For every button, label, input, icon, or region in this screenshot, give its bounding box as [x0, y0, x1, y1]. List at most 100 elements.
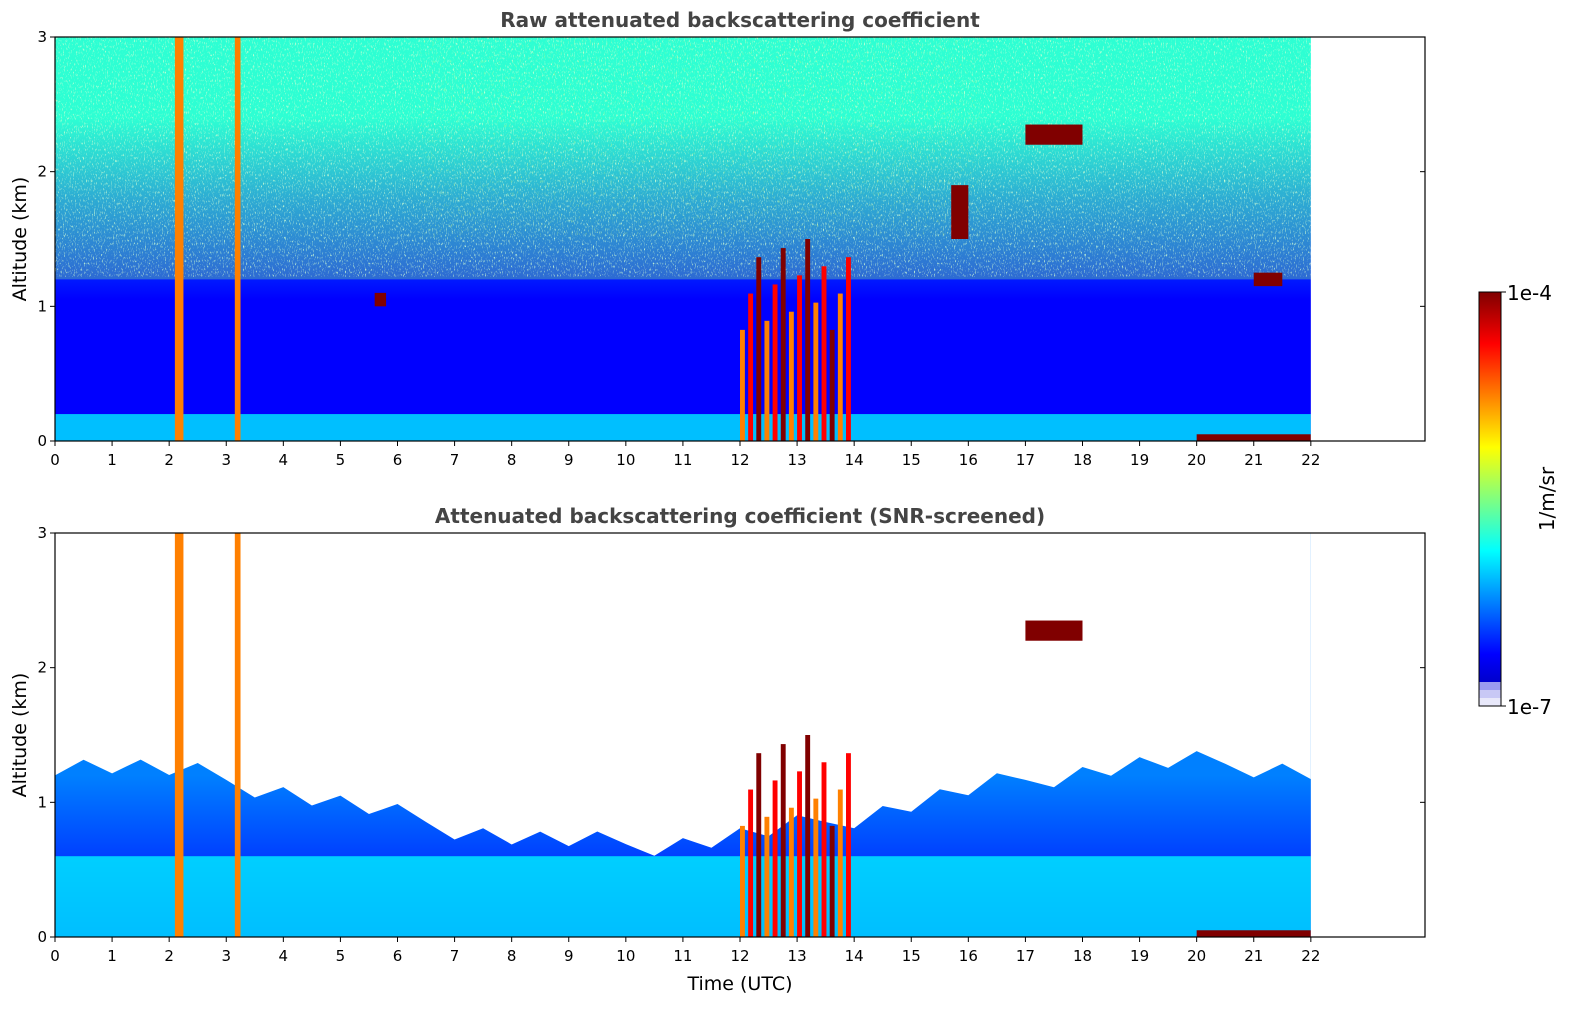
panel-screened-x-tick-label: 1: [107, 947, 117, 965]
panel-raw-convective-column: [764, 320, 770, 441]
panel-screened-convective-column: [764, 816, 770, 937]
panel-screened-convective-column: [821, 762, 827, 937]
panel-screened-y-tick-label: 3: [37, 524, 47, 542]
panel-screened-y-tick-label: 2: [37, 659, 47, 677]
panel-screened-x-tick-label: 2: [164, 947, 174, 965]
panel-raw-convective-column: [821, 266, 827, 441]
panel-raw-x-tick-label: 3: [221, 451, 231, 469]
panel-screened-aerosol-layer: [55, 856, 1311, 937]
panel-raw-x-tick-label: 4: [279, 451, 289, 469]
panel-screened-x-tick-label: 19: [1130, 947, 1149, 965]
panel-raw-convective-column: [829, 329, 835, 441]
colorbar-scale: [1479, 292, 1501, 706]
panel-screened: Attenuated backscattering coefficient (S…: [9, 504, 1426, 995]
panel-raw-x-tick-label: 12: [730, 451, 749, 469]
panel-raw-y-tick-label: 2: [37, 163, 47, 181]
panel-screened-convective-column: [797, 771, 802, 937]
panel-raw-convective-column: [837, 293, 843, 441]
panel-raw-no-data-region: [1310, 37, 1425, 441]
panel-raw-x-tick-label: 11: [673, 451, 692, 469]
colorbar-under-range: [1479, 682, 1501, 706]
panel-screened-x-tick-label: 13: [788, 947, 807, 965]
panel-raw-convective-column: [740, 329, 745, 441]
colorbar-frame: [1478, 291, 1502, 707]
panel-screened-x-tick-label: 20: [1187, 947, 1206, 965]
panel-screened-convective-column: [813, 798, 819, 937]
panel-screened-rain-column: [174, 533, 184, 937]
panel-raw-x-ticks: 0 1 2 3 4 5 6 7 8 9 10 11 12 13 14 15 16 17 18 19 20 21 22: [50, 441, 1320, 469]
panel-raw-x-tick-label: 20: [1187, 451, 1206, 469]
panel-screened-y-label: Altitude (km): [9, 673, 31, 798]
panel-raw-y-tick-label: 1: [37, 297, 47, 315]
panel-raw-x-tick-label: 8: [507, 451, 517, 469]
panel-screened-convective-column: [756, 753, 762, 937]
panel-raw-x-tick-label: 7: [450, 451, 460, 469]
panel-screened-x-tick-label: 21: [1244, 947, 1263, 965]
panel-screened-mask: [55, 533, 1311, 856]
panel-screened-x-tick-label: 15: [902, 947, 921, 965]
colorbar: 1e-4 1e-7 1/m/sr: [1478, 281, 1559, 719]
panel-screened-convective-column: [748, 789, 754, 937]
panel-raw-aerosol-layer: [55, 414, 1311, 441]
colorbar-unit-label: 1/m/sr: [1535, 466, 1559, 531]
panel-screened-x-tick-label: 18: [1073, 947, 1092, 965]
panel-raw-convective-column: [748, 293, 754, 441]
panel-raw-convective-column: [756, 257, 762, 441]
panel-raw-title: Raw attenuated backscattering coefficien…: [500, 8, 980, 32]
panel-screened-x-tick-label: 22: [1301, 947, 1320, 965]
panel-raw-rain-column: [234, 37, 241, 441]
panel-screened-y-tick-label: 0: [37, 928, 47, 946]
panel-screened-rain-column: [234, 533, 241, 937]
panel-screened-x-tick-label: 9: [564, 947, 574, 965]
panel-screened-surface-return: [1196, 930, 1311, 937]
panel-screened-x-tick-label: 5: [336, 947, 346, 965]
panel-raw: Raw attenuated backscattering coefficien…: [9, 8, 1426, 469]
panel-raw-convective-column: [780, 248, 786, 441]
panel-raw-x-tick-label: 22: [1301, 451, 1320, 469]
colorbar-under-step: [1479, 682, 1501, 690]
panel-screened-y-ticks: 0 1 2 3: [37, 524, 1425, 946]
panel-screened-x-tick-label: 6: [393, 947, 403, 965]
panel-raw-cloud: [374, 292, 387, 307]
panel-screened-convective-column: [780, 744, 786, 937]
colorbar-under-step: [1479, 698, 1501, 706]
panel-screened-x-tick-label: 17: [1016, 947, 1035, 965]
panel-screened-plot-area: [55, 533, 1425, 937]
panel-raw-y-ticks: 0 1 2 3: [37, 28, 1425, 450]
panel-raw-convective-column: [846, 257, 851, 441]
panel-screened-title: Attenuated backscattering coefficient (S…: [435, 504, 1045, 528]
panel-raw-cloud: [1253, 272, 1283, 287]
panel-raw-features: [55, 37, 1425, 441]
panel-raw-x-tick-label: 1: [107, 451, 117, 469]
panel-raw-rain-column: [174, 37, 184, 441]
panel-raw-y-tick-label: 3: [37, 28, 47, 46]
panel-raw-x-tick-label: 17: [1016, 451, 1035, 469]
panel-screened-x-tick-label: 3: [221, 947, 231, 965]
panel-raw-x-tick-label: 13: [788, 451, 807, 469]
panel-raw-x-tick-label: 5: [336, 451, 346, 469]
panel-raw-x-tick-label: 18: [1073, 451, 1092, 469]
panel-screened-x-tick-label: 4: [279, 947, 289, 965]
panel-raw-cloud-base: [951, 185, 969, 239]
panel-screened-convective-column: [837, 789, 843, 937]
panel-screened-convective-column: [846, 753, 851, 937]
panel-screened-x-label: Time (UTC): [686, 973, 792, 995]
panel-screened-x-tick-label: 8: [507, 947, 517, 965]
panel-raw-x-tick-label: 15: [902, 451, 921, 469]
panel-screened-convective-column: [740, 825, 745, 937]
panel-raw-x-tick-label: 14: [845, 451, 864, 469]
panel-raw-noise-yellow: [420, 37, 980, 237]
panel-screened-x-tick-label: 14: [845, 947, 864, 965]
panel-raw-convective-column: [772, 284, 778, 441]
panel-raw-x-tick-label: 16: [959, 451, 978, 469]
colorbar-max-label: 1e-4: [1507, 281, 1552, 305]
panel-screened-no-data-region: [1310, 533, 1425, 937]
colorbar-under-step: [1479, 690, 1501, 698]
panel-screened-x-tick-label: 0: [50, 947, 60, 965]
panel-raw-noise-aloft: [55, 37, 1311, 280]
panel-raw-convective-column: [797, 275, 802, 441]
panel-screened-x-tick-label: 11: [673, 947, 692, 965]
panel-screened-convective-column: [788, 807, 794, 937]
panel-screened-convective-column: [829, 825, 835, 937]
